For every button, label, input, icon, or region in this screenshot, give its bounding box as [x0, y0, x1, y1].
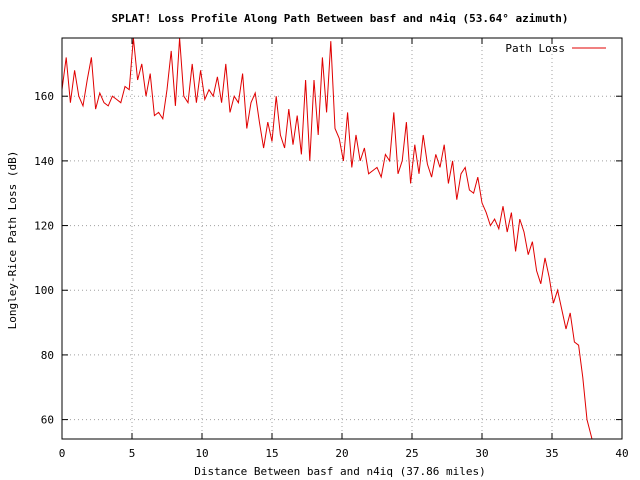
y-axis-label: Longley-Rice Path Loss (dB)	[6, 151, 19, 330]
y-tick-label: 100	[34, 284, 54, 297]
x-tick-label: 30	[475, 447, 488, 460]
legend-label: Path Loss	[505, 42, 565, 55]
legend: Path Loss	[505, 42, 606, 55]
x-tick-label: 10	[195, 447, 208, 460]
y-tick-label: 80	[41, 349, 54, 362]
path-loss-line	[61, 37, 593, 440]
x-tick-label: 40	[615, 447, 628, 460]
x-tick-label: 0	[59, 447, 66, 460]
x-tick-label: 35	[545, 447, 558, 460]
x-tick-label: 15	[265, 447, 278, 460]
y-axis-ticks: 60 80 100 120 140 160	[34, 90, 622, 427]
x-axis-label: Distance Between basf and n4iq (37.86 mi…	[194, 465, 485, 478]
plot-area-border	[61, 37, 623, 440]
x-axis-ticks: 0 5 10 15 20 25 30 35 40	[59, 38, 629, 460]
grid-lines	[61, 38, 623, 439]
y-tick-label: 120	[34, 220, 54, 233]
x-tick-label: 5	[129, 447, 136, 460]
y-tick-label: 60	[41, 414, 54, 427]
y-tick-label: 160	[34, 90, 54, 103]
x-tick-label: 20	[335, 447, 348, 460]
chart-title: SPLAT! Loss Profile Along Path Between b…	[112, 12, 569, 25]
x-tick-label: 25	[405, 447, 418, 460]
y-tick-label: 140	[34, 155, 54, 168]
